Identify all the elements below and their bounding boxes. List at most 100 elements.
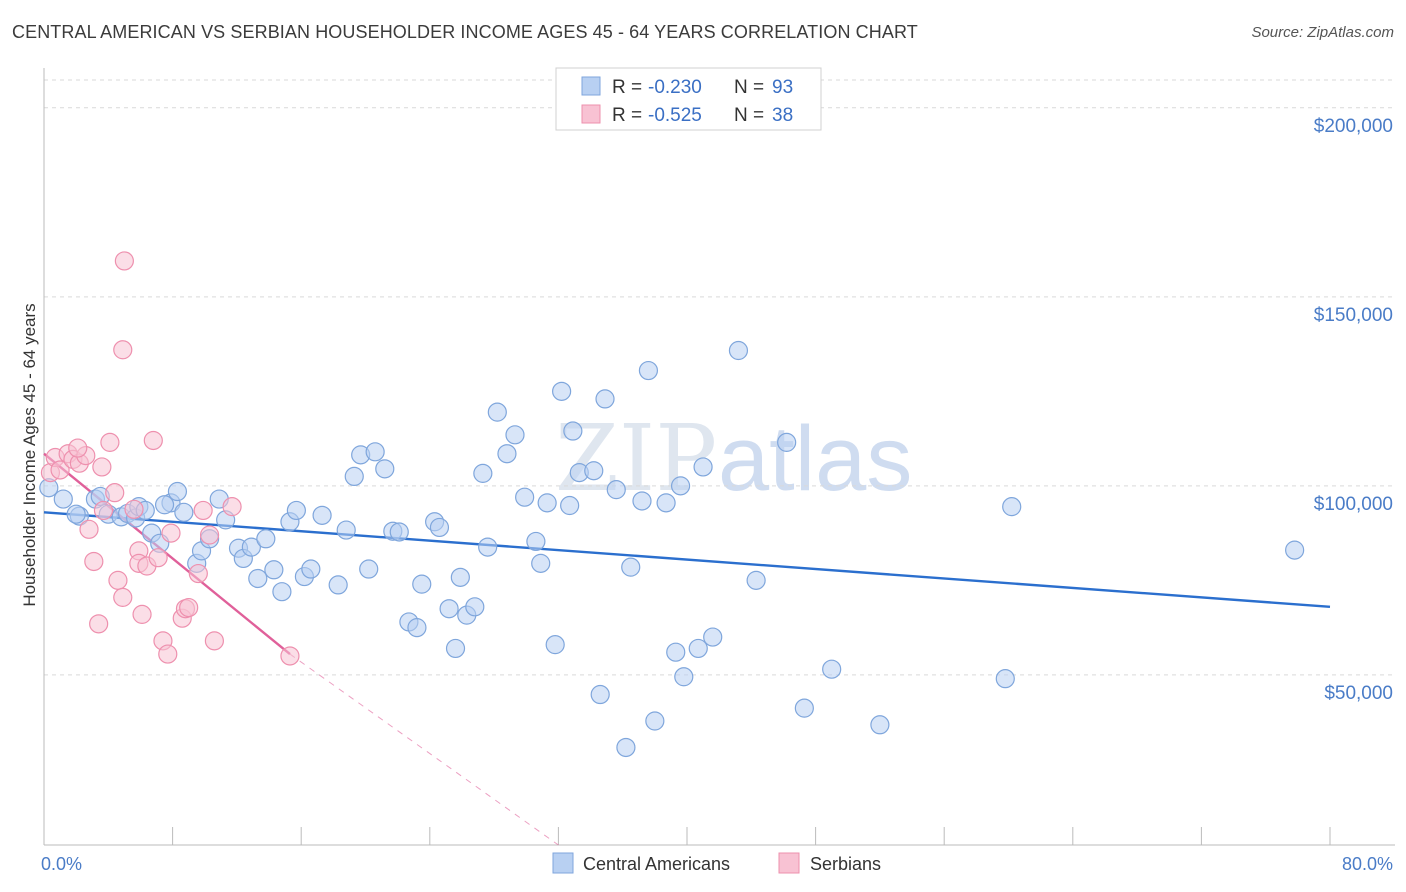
y-tick-label: $200,000 xyxy=(1314,116,1393,137)
point-central-americans xyxy=(590,684,610,705)
point-central-americans xyxy=(822,659,842,679)
axis-layer: $50,000 $100,000 $150,000 $200,000 0.0% 80.0% xyxy=(41,68,1395,874)
y-tick-label: $100,000 xyxy=(1314,494,1393,515)
point-central-americans xyxy=(746,570,766,590)
series-legend: Central Americans Serbians xyxy=(552,852,881,874)
point-serbians xyxy=(89,614,109,634)
point-serbians xyxy=(124,499,144,519)
legend-n-value-1: 93 xyxy=(772,77,793,98)
chart-title: CENTRAL AMERICAN VS SERBIAN HOUSEHOLDER … xyxy=(12,22,918,42)
point-central-americans xyxy=(344,466,364,487)
point-central-americans xyxy=(286,500,306,521)
points-layer xyxy=(39,251,1305,758)
point-central-americans xyxy=(359,559,379,579)
point-serbians xyxy=(143,430,163,451)
point-central-americans xyxy=(301,559,321,579)
bottom-legend-serbians: Serbians xyxy=(810,854,881,874)
point-central-americans xyxy=(995,669,1015,689)
point-serbians xyxy=(179,597,199,618)
point-central-americans xyxy=(560,495,580,516)
point-central-americans xyxy=(515,487,535,507)
point-central-americans xyxy=(412,574,432,594)
point-central-americans xyxy=(703,627,723,647)
point-serbians xyxy=(68,438,88,458)
point-central-americans xyxy=(407,618,427,638)
point-central-americans xyxy=(728,340,749,361)
point-central-americans xyxy=(563,421,583,441)
point-central-americans xyxy=(584,461,604,481)
point-central-americans xyxy=(674,667,694,687)
legend-swatch-serbians xyxy=(581,104,601,124)
point-central-americans xyxy=(487,402,507,422)
watermark-atlas: atlas xyxy=(718,408,912,510)
point-central-americans xyxy=(552,381,572,401)
point-central-americans xyxy=(616,737,636,758)
point-central-americans xyxy=(375,459,395,479)
point-central-americans xyxy=(545,635,565,655)
point-serbians xyxy=(108,570,128,590)
point-serbians xyxy=(100,432,120,452)
point-central-americans xyxy=(445,638,466,659)
point-central-americans xyxy=(656,493,676,513)
point-serbians xyxy=(93,500,114,521)
point-serbians xyxy=(158,644,178,664)
point-serbians xyxy=(204,631,224,651)
point-central-americans xyxy=(595,389,615,409)
legend-r-value-2: -0.525 xyxy=(648,105,702,126)
point-central-americans xyxy=(497,444,517,464)
point-central-americans xyxy=(248,568,268,589)
y-tick-label: $50,000 xyxy=(1324,683,1393,704)
point-serbians xyxy=(92,457,112,477)
point-serbians xyxy=(148,548,168,568)
point-central-americans xyxy=(666,642,686,662)
trendline-extension-serbians xyxy=(289,653,559,846)
x-tick-label: 80.0% xyxy=(1342,854,1393,874)
point-central-americans xyxy=(264,560,284,580)
y-tick-label: $150,000 xyxy=(1314,305,1393,326)
point-central-americans xyxy=(870,715,890,735)
point-central-americans xyxy=(531,553,551,573)
point-central-americans xyxy=(777,432,797,452)
point-serbians xyxy=(114,251,134,271)
legend-r-value-1: -0.230 xyxy=(648,77,702,98)
point-serbians xyxy=(161,523,181,543)
stats-legend: R = -0.230 N = 93 R = -0.525 N = 38 xyxy=(555,67,822,131)
point-central-americans xyxy=(794,698,814,718)
point-central-americans xyxy=(505,425,525,445)
point-central-americans xyxy=(256,529,276,549)
point-central-americans xyxy=(312,505,332,525)
point-central-americans xyxy=(174,502,194,522)
point-serbians xyxy=(84,551,104,572)
point-central-americans xyxy=(53,489,73,509)
point-serbians xyxy=(105,483,125,503)
point-serbians xyxy=(113,340,133,360)
legend-n-value-2: 38 xyxy=(772,105,793,126)
x-tick-label: 0.0% xyxy=(41,854,82,874)
point-serbians xyxy=(222,497,242,517)
point-central-americans xyxy=(1002,497,1022,517)
y-axis-label: Householder Income Ages 45 - 64 years xyxy=(20,303,39,606)
point-central-americans xyxy=(688,638,708,659)
point-serbians xyxy=(79,519,99,539)
point-central-americans xyxy=(389,522,409,542)
point-central-americans xyxy=(606,480,626,500)
point-central-americans xyxy=(645,711,665,731)
point-central-americans xyxy=(429,517,450,538)
trendline-central-americans xyxy=(43,511,1331,609)
bottom-legend-swatch-serbians xyxy=(778,852,800,874)
bottom-legend-swatch-central-americans xyxy=(552,852,574,874)
point-central-americans xyxy=(478,537,498,557)
trendline-serbians xyxy=(43,452,291,656)
point-central-americans xyxy=(336,520,356,540)
point-serbians xyxy=(113,587,133,607)
legend-r-label-2: R = xyxy=(612,105,642,126)
point-serbians xyxy=(193,500,213,521)
point-central-americans xyxy=(693,457,713,477)
point-serbians xyxy=(50,460,70,480)
legend-n-label-2: N = xyxy=(734,105,764,126)
point-central-americans xyxy=(328,575,348,595)
point-central-americans xyxy=(473,463,493,483)
point-central-americans xyxy=(450,567,470,587)
point-serbians xyxy=(132,604,152,624)
